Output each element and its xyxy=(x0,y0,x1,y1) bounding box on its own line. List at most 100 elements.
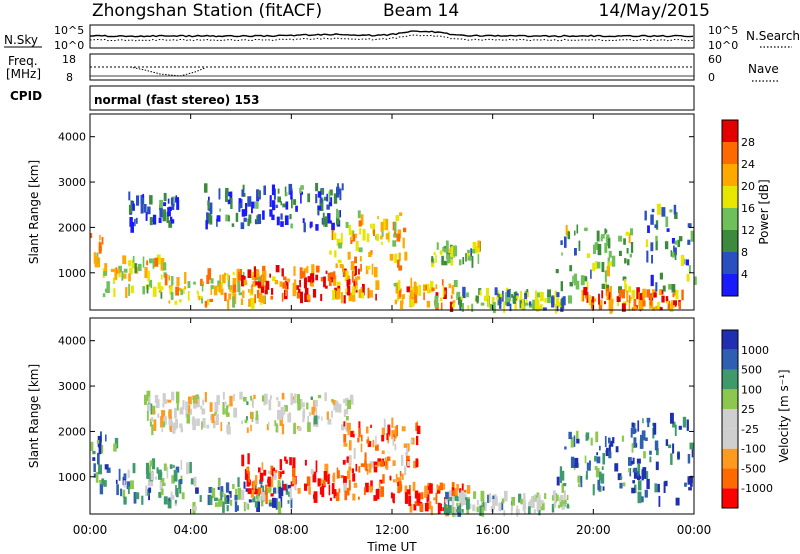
heatmap-cell xyxy=(647,420,650,428)
heatmap-cell xyxy=(281,268,284,277)
heatmap-cell xyxy=(394,253,398,263)
heatmap-cell xyxy=(368,251,372,257)
heatmap-cell xyxy=(326,411,329,420)
heatmap-cell xyxy=(595,261,598,270)
heatmap-cell xyxy=(449,301,454,312)
heatmap-cell xyxy=(370,424,372,428)
heatmap-cell xyxy=(505,301,507,306)
heatmap-cell xyxy=(176,277,180,287)
heatmap-cell xyxy=(373,461,378,473)
heatmap-cell xyxy=(144,267,148,278)
heatmap-cell xyxy=(427,485,430,490)
heatmap-cell xyxy=(688,487,692,491)
heatmap-cell xyxy=(302,408,306,419)
heatmap-cell xyxy=(152,286,157,297)
heatmap-cell xyxy=(210,285,214,289)
heatmap-cell xyxy=(163,202,167,207)
heatmap-cell xyxy=(189,461,192,474)
heatmap-cell xyxy=(375,488,380,500)
heatmap-cell xyxy=(471,255,474,268)
heatmap-cell xyxy=(495,496,498,506)
heatmap-cell xyxy=(239,199,243,209)
heatmap-cell xyxy=(377,458,381,462)
heatmap-cell xyxy=(98,464,102,475)
heatmap-cell xyxy=(179,423,183,428)
heatmap-cell xyxy=(118,271,121,278)
heatmap-cell xyxy=(538,506,541,516)
heatmap-cell xyxy=(168,409,172,419)
heatmap-cell xyxy=(337,259,342,263)
heatmap-cell xyxy=(629,253,632,258)
heatmap-cell xyxy=(234,501,238,512)
heatmap-cell xyxy=(297,399,301,411)
heatmap-cell xyxy=(171,197,174,206)
heatmap-cell xyxy=(208,208,212,212)
heatmap-cell xyxy=(470,248,472,257)
heatmap-cell xyxy=(272,497,276,508)
heatmap-cell xyxy=(343,476,347,486)
heatmap-cell xyxy=(476,247,480,253)
heatmap-cell xyxy=(160,274,163,280)
heatmap-cell xyxy=(401,473,404,480)
heatmap-cell xyxy=(655,240,658,251)
heatmap-cell xyxy=(646,417,651,423)
heatmap-cell xyxy=(636,287,640,300)
heatmap-cell xyxy=(258,496,261,501)
heatmap-cell xyxy=(243,279,247,285)
heatmap-cell xyxy=(256,495,260,502)
heatmap-cell xyxy=(400,288,402,292)
heatmap-cell xyxy=(428,501,432,510)
heatmap-cell xyxy=(362,228,366,241)
heatmap-cell xyxy=(456,509,460,513)
heatmap-cell xyxy=(399,471,402,477)
heatmap-cell xyxy=(206,212,209,225)
heatmap-cell xyxy=(113,288,116,297)
heatmap-cell xyxy=(415,422,418,431)
heatmap-cell xyxy=(225,187,229,194)
heatmap-cell xyxy=(250,424,252,432)
heatmap-cell xyxy=(232,271,235,275)
heatmap-cell xyxy=(160,477,165,484)
heatmap-cell xyxy=(98,242,102,254)
heatmap-cell xyxy=(141,495,144,505)
heatmap-cell xyxy=(232,277,237,285)
heatmap-cell xyxy=(271,184,275,196)
heatmap-cell xyxy=(656,448,659,456)
heatmap-cell xyxy=(498,297,502,304)
heatmap-cell xyxy=(654,224,658,228)
heatmap-cell xyxy=(224,292,227,302)
heatmap-cell xyxy=(436,242,439,250)
heatmap-cell xyxy=(596,230,600,242)
heatmap-cell xyxy=(261,462,264,470)
heatmap-cell xyxy=(114,268,117,280)
heatmap-cell xyxy=(321,486,325,498)
heatmap-cell xyxy=(332,275,337,286)
heatmap-cell xyxy=(673,247,677,256)
heatmap-cell xyxy=(115,479,118,484)
heatmap-cell xyxy=(319,197,323,204)
heatmap-cell xyxy=(331,229,334,241)
heatmap-cell xyxy=(123,273,127,279)
heatmap-cell xyxy=(392,479,396,483)
heatmap-cell xyxy=(256,501,260,512)
heatmap-cell xyxy=(238,271,242,281)
heatmap-cell xyxy=(142,193,144,198)
heatmap-cell xyxy=(304,483,308,491)
heatmap-cell xyxy=(300,399,303,410)
heatmap-cell xyxy=(443,260,448,266)
heatmap-cell xyxy=(269,209,273,217)
heatmap-cell xyxy=(151,458,156,470)
heatmap-cell xyxy=(529,502,533,507)
heatmap-cell xyxy=(680,254,685,267)
heatmap-cell xyxy=(671,284,676,293)
heatmap-cell xyxy=(187,291,190,301)
heatmap-cell xyxy=(404,466,407,476)
heatmap-cell xyxy=(487,296,490,308)
heatmap-cell xyxy=(248,471,250,483)
heatmap-cell xyxy=(392,460,396,466)
heatmap-cell xyxy=(606,291,609,301)
heatmap-cell xyxy=(284,456,287,462)
heatmap-cell xyxy=(297,288,301,293)
heatmap-cell xyxy=(611,255,616,267)
heatmap-cell xyxy=(410,299,415,307)
